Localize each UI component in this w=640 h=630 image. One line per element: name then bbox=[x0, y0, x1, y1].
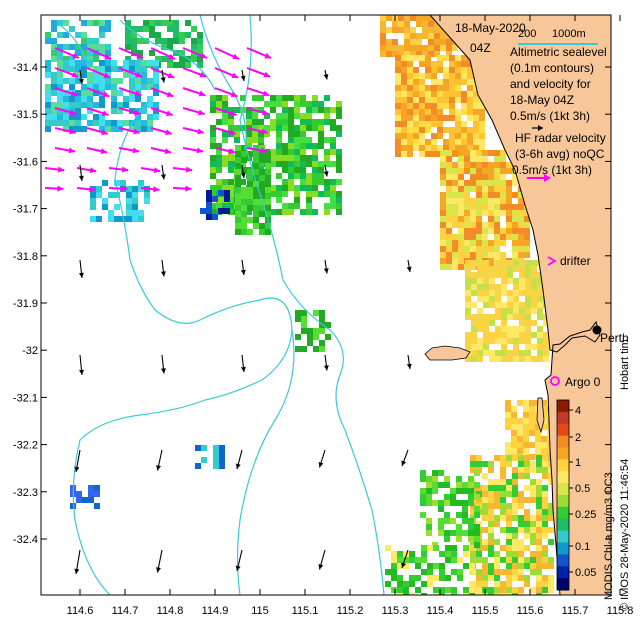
perth-dot-icon bbox=[592, 325, 602, 335]
x-tick-label: 114.9 bbox=[202, 605, 229, 617]
perth-label: Perth bbox=[600, 331, 629, 345]
alt-legend-line-4: 18-May 04Z bbox=[510, 93, 574, 107]
x-tick-label: 115.6 bbox=[517, 605, 544, 617]
colorbar-ticks: 4 2 1 0.5 0.25 0.1 0.05 bbox=[569, 405, 596, 579]
scale-label-1000: 1000m bbox=[552, 28, 586, 40]
x-tick-label: 114.7 bbox=[112, 605, 139, 617]
x-tick-label: 115.4 bbox=[427, 605, 454, 617]
x-tick-label: 114.6 bbox=[67, 605, 94, 617]
y-axis: -31.4 -31.5 -31.6 -31.7 -31.8 -31.9 -32 -32.1 -3… bbox=[13, 62, 611, 546]
y-tick-label: -32.1 bbox=[13, 392, 38, 404]
x-tick-label: 115.2 bbox=[337, 605, 364, 617]
x-tick-label: 115.3 bbox=[382, 605, 409, 617]
y-tick-label: -32 bbox=[22, 345, 38, 357]
colorbar-scale bbox=[557, 400, 569, 591]
y-tick-label: -31.4 bbox=[13, 62, 38, 74]
colorbar-tick-label: 0.1 bbox=[575, 541, 590, 553]
argo-label: Argo 0 bbox=[565, 375, 601, 389]
y-tick-label: -32.4 bbox=[13, 534, 38, 546]
y-tick-label: -32.2 bbox=[13, 440, 38, 452]
hf-legend-line-3: 0.5m/s (1kt 3h) bbox=[512, 163, 592, 177]
rottnest-island bbox=[424, 345, 471, 361]
colorbar-tick-label: 2 bbox=[575, 432, 581, 444]
colorbar-tick-label: 1 bbox=[575, 457, 581, 469]
garden-island bbox=[536, 397, 545, 434]
drifter-label: drifter bbox=[560, 254, 591, 268]
perth-marker: Perth bbox=[592, 325, 629, 345]
hobart-time-label: Hobart tim bbox=[619, 339, 631, 390]
altimetry-arrows bbox=[74, 69, 412, 575]
credit-label: © IMOS 28-May-2020 11:46:54 bbox=[619, 459, 631, 611]
x-tick-label: 115 bbox=[251, 605, 269, 617]
alt-legend-line-5: 0.5m/s (1kt 3h) bbox=[510, 109, 590, 123]
drifter-legend: drifter bbox=[547, 254, 591, 268]
colorbar-tick-label: 4 bbox=[575, 405, 581, 417]
x-tick-label: 115.8 bbox=[607, 605, 634, 617]
map-date: 18-May-2020 bbox=[455, 21, 526, 35]
argo-marker: Argo 0 bbox=[550, 375, 601, 389]
hf-radar-arrows bbox=[44, 47, 272, 193]
colorbar-tick-label: 0.5 bbox=[575, 483, 590, 495]
map-time: 04Z bbox=[470, 41, 491, 55]
colorbar-tick-label: 0.05 bbox=[575, 567, 596, 579]
y-tick-label: -31.8 bbox=[13, 251, 38, 263]
alt-legend-line-2: (0.1m contours) bbox=[510, 61, 594, 75]
bathymetry-contours bbox=[59, 15, 385, 595]
hf-radar-legend: HF radar velocity (3-6h avg) noQC 0.5m/s… bbox=[512, 131, 606, 182]
x-axis: 114.6 114.7 114.8 114.9 115 115.1 115.2 115.3 11… bbox=[67, 15, 634, 617]
alt-legend-line-3: and velocity for bbox=[510, 77, 591, 91]
y-tick-label: -31.9 bbox=[13, 298, 38, 310]
altimetry-legend: Altimetric sealevel (0.1m contours) and … bbox=[510, 45, 607, 131]
colorbar-tick-label: 0.25 bbox=[575, 509, 596, 521]
scale-bar: 200 1000m bbox=[518, 28, 598, 45]
colorbar: 4 2 1 0.5 0.25 0.1 0.05 bbox=[556, 399, 596, 591]
y-tick-label: -32.3 bbox=[13, 487, 38, 499]
y-tick-label: -31.7 bbox=[13, 204, 38, 216]
drifter-icon bbox=[547, 256, 557, 266]
plot-frame bbox=[40, 14, 612, 596]
scale-label-200: 200 bbox=[518, 28, 536, 40]
hf-legend-line-1: HF radar velocity bbox=[515, 131, 606, 145]
x-tick-label: 115.7 bbox=[562, 605, 589, 617]
x-tick-label: 114.8 bbox=[157, 605, 184, 617]
colorbar-title: MODIS Chl-a mg/m3 OC3 bbox=[603, 472, 615, 600]
x-tick-label: 115.1 bbox=[292, 605, 319, 617]
y-tick-label: -31.5 bbox=[13, 109, 38, 121]
y-tick-label: -31.6 bbox=[13, 156, 38, 168]
argo-circle-icon bbox=[550, 376, 560, 386]
alt-legend-line-1: Altimetric sealevel bbox=[510, 45, 607, 59]
x-tick-label: 115.5 bbox=[472, 605, 499, 617]
hf-legend-line-2: (3-6h avg) noQC bbox=[515, 147, 605, 161]
